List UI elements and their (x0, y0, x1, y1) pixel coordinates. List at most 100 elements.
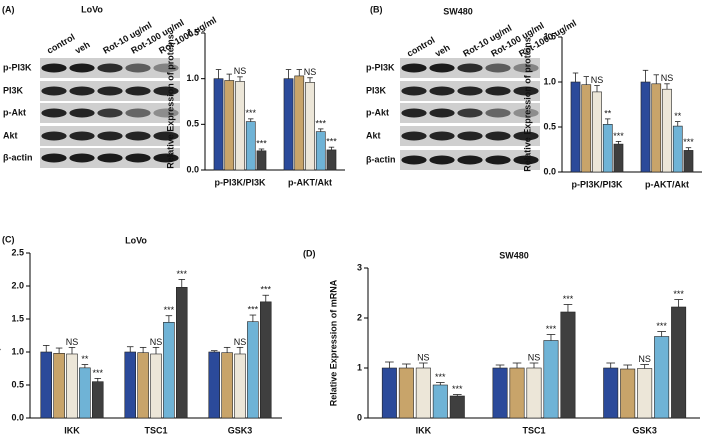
significance-label: NS (661, 73, 674, 83)
blot-band (41, 63, 67, 73)
blot-band (41, 108, 67, 118)
blot-band (429, 131, 455, 141)
bar (492, 367, 508, 419)
row-label: p-Akt (366, 107, 389, 117)
blot-band (513, 131, 539, 141)
lane-label: control (405, 35, 436, 59)
bar (66, 353, 78, 419)
bar (163, 321, 175, 419)
bar (449, 395, 465, 419)
row-label: p-Akt (3, 107, 26, 117)
y-tick-label: 1.0 (186, 73, 199, 83)
lane-label: veh (73, 39, 91, 55)
blot-band (457, 86, 483, 96)
bar (381, 367, 397, 419)
x-tick-label: p-AKT/Akt (645, 179, 689, 189)
y-tick-label: 1.5 (11, 313, 24, 323)
panel-title: SW480 (443, 6, 473, 16)
y-tick-label: 1.0 (543, 76, 556, 86)
significance-label: NS (591, 75, 604, 85)
significance-label: *** (245, 108, 256, 118)
x-tick-label: TSC1 (144, 425, 167, 435)
blot-band (41, 86, 67, 96)
bar (398, 367, 414, 419)
row-label: PI3K (3, 85, 24, 95)
significance-label: *** (315, 118, 326, 128)
blot-band (153, 63, 179, 73)
x-tick-label: GSK3 (632, 425, 657, 435)
x-tick-label: p-AKT/Akt (288, 177, 332, 187)
panel-label: (A) (2, 4, 15, 14)
blot-band (513, 86, 539, 96)
y-tick-label: 1 (357, 362, 362, 372)
significance-label: NS (417, 352, 430, 362)
y-tick-label: 0.0 (11, 412, 24, 422)
blot-band (401, 86, 427, 96)
bar (137, 352, 149, 419)
y-tick-label: 2.5 (11, 247, 24, 257)
x-tick-label: IKK (64, 425, 80, 435)
significance-label: ** (81, 354, 89, 364)
x-tick-label: p-PI3K/PI3K (571, 179, 623, 189)
bar (543, 340, 559, 419)
row-label: p-PI3K (366, 62, 395, 72)
y-axis-label: Relative Expression of proteins (165, 34, 175, 169)
significance-label: *** (164, 305, 175, 315)
bar (592, 91, 602, 173)
bar (260, 301, 272, 419)
blot-band (69, 63, 95, 73)
panel-label: (B) (370, 4, 383, 14)
bar (235, 81, 245, 171)
blot-band (457, 63, 483, 73)
chart-title: SW480 (499, 250, 529, 260)
bar (509, 367, 525, 419)
blot-band (97, 108, 123, 118)
blot-band (513, 63, 539, 73)
y-tick-label: 2.0 (11, 280, 24, 290)
blot-band (153, 108, 179, 118)
lane-label: control (45, 32, 76, 56)
blot-band (485, 63, 511, 73)
y-tick-label: 1.5 (543, 31, 556, 41)
bar (560, 311, 576, 419)
bar (662, 88, 672, 173)
blot-band (153, 153, 179, 163)
significance-label: *** (261, 285, 272, 295)
bar (570, 81, 581, 173)
blot-band (429, 108, 455, 118)
bar (176, 287, 188, 419)
y-tick-label: 2 (357, 312, 362, 322)
blot-band (401, 131, 427, 141)
significance-label: *** (546, 324, 557, 334)
panel-label: (D) (303, 248, 316, 258)
panel-title: LoVo (81, 4, 103, 14)
significance-label: ** (674, 111, 682, 121)
x-tick-label: IKK (416, 425, 432, 435)
x-tick-label: GSK3 (228, 425, 253, 435)
row-label: PI3K (366, 85, 387, 95)
y-tick-label: 0.5 (11, 379, 24, 389)
bar (620, 368, 636, 419)
blot-band (125, 108, 151, 118)
significance-label: *** (177, 269, 188, 279)
blot-band (485, 108, 511, 118)
significance-label: NS (234, 337, 247, 347)
bar (432, 384, 448, 419)
row-label: Akt (3, 130, 18, 140)
bar (256, 150, 267, 171)
blot-band (401, 63, 427, 73)
significance-label: NS (150, 337, 163, 347)
bar (581, 84, 592, 173)
y-axis-label: Relative Expression of mRNA (328, 279, 338, 406)
blot-band (97, 153, 123, 163)
bar (637, 368, 653, 419)
bar (315, 131, 326, 171)
blot-band (97, 131, 123, 141)
significance-label: *** (326, 137, 337, 147)
blot-band (429, 63, 455, 73)
bar (326, 149, 337, 171)
bar (602, 124, 613, 173)
significance-label: *** (563, 294, 574, 304)
x-tick-label: TSC1 (522, 425, 545, 435)
blot-band (513, 108, 539, 118)
